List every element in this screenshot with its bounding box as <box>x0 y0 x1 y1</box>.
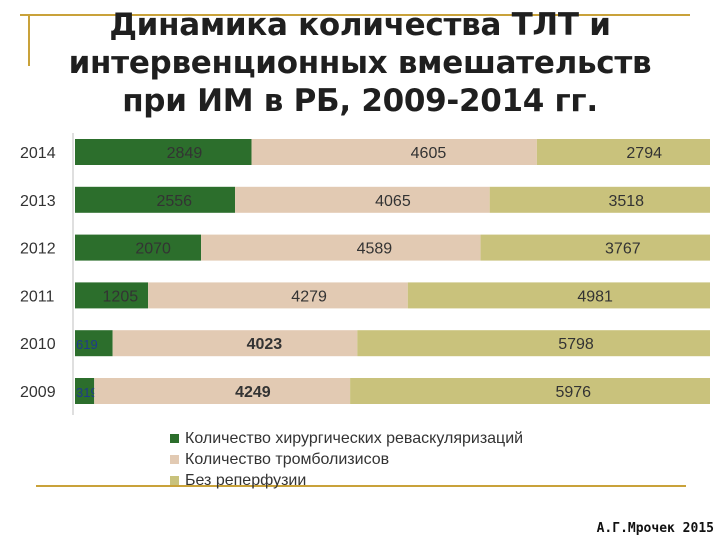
author-credit: А.Г.Мрочек 2015 <box>596 521 714 536</box>
bar-thrombolysis-2010 <box>112 330 358 357</box>
legend-label-thrombolysis: Количество тромболизисов <box>185 450 390 468</box>
legend: Количество хирургических реваскуляризаци… <box>170 428 523 491</box>
bar-no-reperfusion-2014 <box>536 139 710 165</box>
data-label-surgical-2013: 2556 <box>156 193 192 210</box>
bar-thrombolysis-2013 <box>235 186 490 213</box>
bar-surgical-2009 <box>75 378 95 404</box>
data-label-thrombolysis-2010: 4023 <box>247 336 283 353</box>
data-label-thrombolysis-2014: 4605 <box>411 145 447 162</box>
legend-label-surgical: Количество хирургических реваскуляризаци… <box>185 429 524 447</box>
bar-surgical-2010 <box>75 330 113 357</box>
data-label-no-reperfusion-2012: 3767 <box>605 241 641 258</box>
data-label-surgical-2014: 2849 <box>167 145 203 162</box>
decor-line-top <box>20 14 690 16</box>
y-tick-label-2013: 2013 <box>20 193 56 210</box>
bar-no-reperfusion-2009 <box>350 378 710 404</box>
bar-thrombolysis-2014 <box>251 139 537 165</box>
decor-line-left <box>28 14 30 66</box>
data-label-surgical-2012: 2070 <box>135 241 171 258</box>
legend-item-thrombolysis: Количество тромболизисов <box>170 449 523 470</box>
data-label-no-reperfusion-2014: 2794 <box>626 145 662 162</box>
data-label-no-reperfusion-2011: 4981 <box>577 288 613 305</box>
data-label-thrombolysis-2011: 4279 <box>291 288 327 305</box>
bar-surgical-2014 <box>75 139 252 165</box>
bar-thrombolysis-2012 <box>201 234 481 261</box>
title-line-2: интервенционных вмешательств <box>68 45 652 81</box>
bar-surgical-2013 <box>75 186 236 213</box>
data-label-thrombolysis-2012: 4589 <box>357 241 393 258</box>
data-label-surgical-2011: 1205 <box>103 288 139 305</box>
legend-swatch-surgical <box>170 434 179 443</box>
bar-no-reperfusion-2013 <box>489 186 710 213</box>
data-label-thrombolysis-2009: 4249 <box>235 384 271 401</box>
bar-surgical-2011 <box>75 282 149 309</box>
data-label-surgical-2009: 319 <box>76 385 98 400</box>
bar-no-reperfusion-2010 <box>357 330 710 357</box>
bar-thrombolysis-2011 <box>148 282 408 309</box>
y-tick-label-2012: 2012 <box>20 241 56 258</box>
y-tick-label-2009: 2009 <box>20 384 56 401</box>
bar-no-reperfusion-2012 <box>480 234 710 261</box>
legend-label-no-reperfusion: Без реперфузии <box>185 471 307 489</box>
data-label-thrombolysis-2013: 4065 <box>375 193 411 210</box>
chart-title: Динамика количества ТЛТ и интервенционны… <box>30 6 690 120</box>
data-label-no-reperfusion-2010: 5798 <box>558 336 594 353</box>
y-tick-label-2011: 2011 <box>20 288 55 305</box>
bars-group: 2014 2849 4605 2794 2013 2556 4065 3518 2012 2070… <box>20 139 710 404</box>
data-label-no-reperfusion-2013: 3518 <box>608 193 644 210</box>
bar-chart: 2014 2849 4605 2794 2013 2556 4065 3518 2012 2070… <box>20 133 710 415</box>
bar-thrombolysis-2009 <box>94 378 351 404</box>
legend-swatch-thrombolysis <box>170 455 179 464</box>
y-tick-label-2014: 2014 <box>20 145 56 162</box>
legend-item-surgical: Количество хирургических реваскуляризаци… <box>170 428 523 449</box>
title-line-3: при ИМ в РБ, 2009-2014 гг. <box>122 83 598 119</box>
bar-no-reperfusion-2011 <box>407 282 710 309</box>
title-line-1: Динамика количества ТЛТ и <box>109 7 611 43</box>
data-label-no-reperfusion-2009: 5976 <box>555 384 591 401</box>
legend-item-no-reperfusion: Без реперфузии <box>170 470 523 491</box>
legend-swatch-no-reperfusion <box>170 476 179 485</box>
bar-surgical-2012 <box>75 234 202 261</box>
data-label-surgical-2010: 619 <box>76 337 98 352</box>
y-tick-label-2010: 2010 <box>20 336 56 353</box>
decor-line-bottom <box>36 485 686 487</box>
